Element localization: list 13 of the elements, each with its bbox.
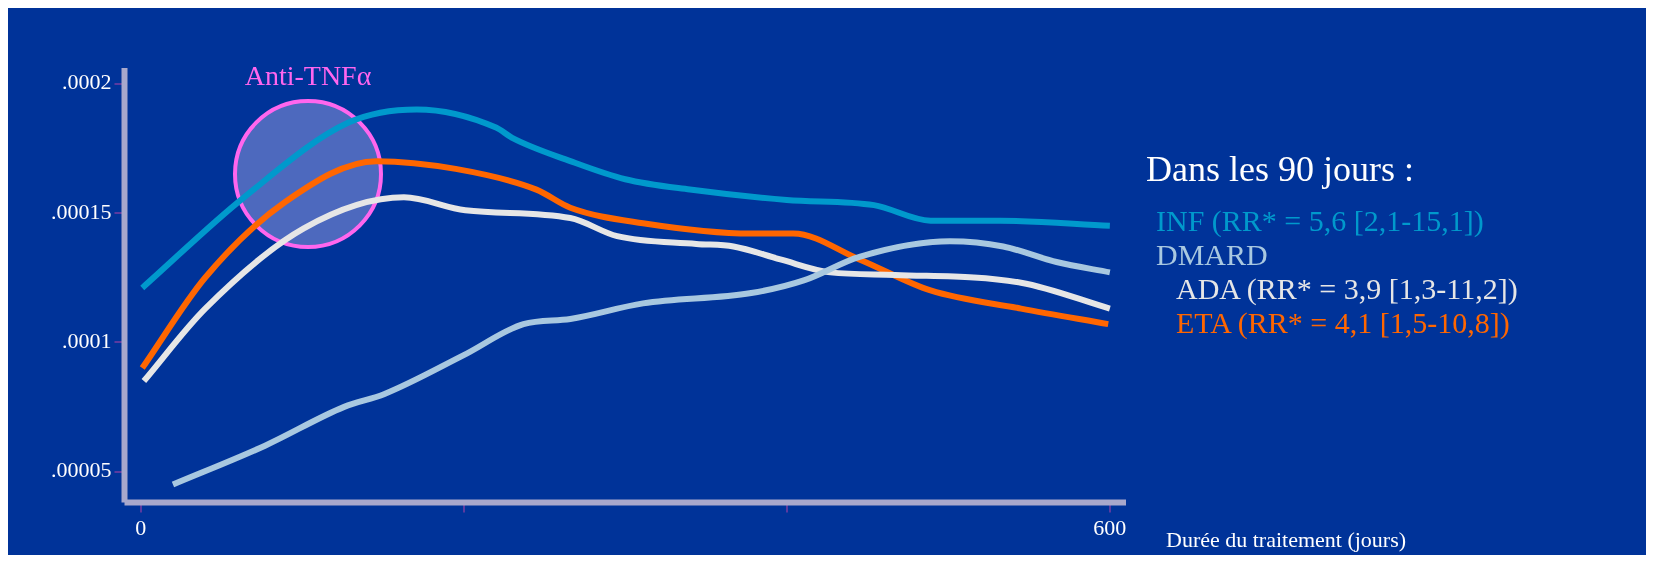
x-tick-label: 0 xyxy=(135,514,147,540)
annotation: Anti-TNFα xyxy=(244,60,372,92)
y-tick-label: .0001 xyxy=(62,327,112,353)
series-label: INF (RR* = 5,6 [2,1-15,1]) xyxy=(1155,204,1485,238)
text: ADA (RR* = 3,9 [1,3-11,2]) xyxy=(1175,272,1519,306)
x-tick-label: 600 xyxy=(1093,514,1127,540)
series-label: DMARD xyxy=(1155,238,1269,272)
y-tick-label: .00015 xyxy=(51,198,112,224)
y-tick-label: .00005 xyxy=(51,457,112,483)
x-axis-title: Durée du traitement (jours) xyxy=(1166,527,1407,552)
text: ETA (RR* = 4,1 [1,5-10,8]) xyxy=(1175,306,1511,340)
legend-title: Dans les 90 jours : xyxy=(1146,148,1415,190)
y-tick-label: .0002 xyxy=(62,69,112,95)
